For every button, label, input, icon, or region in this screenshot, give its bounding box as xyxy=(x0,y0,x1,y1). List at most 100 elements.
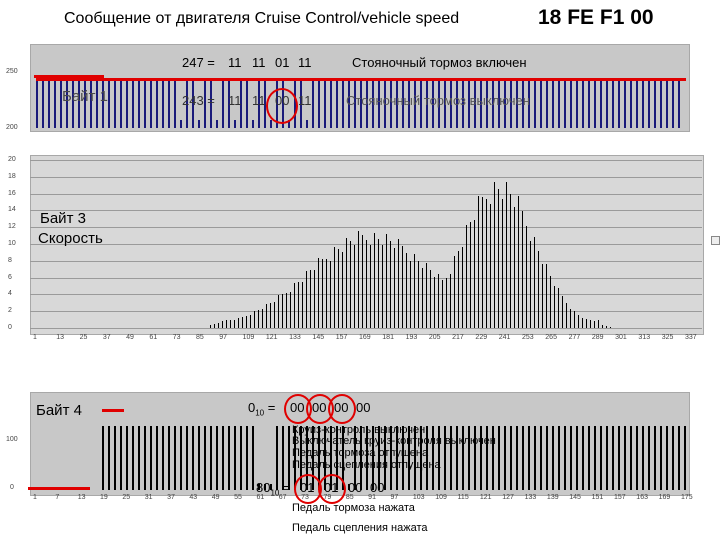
byte4-bar xyxy=(318,426,320,490)
byte3-bar xyxy=(314,270,315,328)
byte3-ytick: 10 xyxy=(8,240,16,247)
byte1-line2-prefix: 243 = xyxy=(182,93,215,108)
byte3-bar xyxy=(546,264,547,328)
byte1-bar xyxy=(144,80,146,128)
byte4-xtick: 133 xyxy=(524,494,537,501)
byte3-bar xyxy=(402,246,403,328)
byte3-bar xyxy=(246,315,247,328)
byte1-ytick: 250 xyxy=(6,68,18,75)
byte1-bar xyxy=(216,120,218,128)
byte3-xtick: 181 xyxy=(382,334,394,341)
byte4-bar xyxy=(240,426,242,490)
byte3-bar xyxy=(366,240,367,328)
byte4-xtick: 115 xyxy=(457,494,469,501)
byte3-bar xyxy=(498,189,499,328)
byte3-bar xyxy=(478,196,479,328)
byte1-bar xyxy=(270,120,272,128)
byte3-bar xyxy=(550,275,551,328)
byte1-bar xyxy=(228,80,230,128)
byte3-bar xyxy=(486,199,487,328)
byte4-bar xyxy=(234,426,236,490)
byte1-bar xyxy=(552,80,554,128)
byte4-bar xyxy=(684,426,686,490)
byte4-bar xyxy=(666,426,668,490)
byte3-bar xyxy=(230,320,231,328)
byte3-bar xyxy=(218,323,219,328)
byte4-bar xyxy=(348,484,350,490)
byte1-bar xyxy=(198,120,200,128)
byte3-bar xyxy=(554,286,555,328)
byte3-bar xyxy=(606,326,607,328)
byte1-bar xyxy=(324,80,326,128)
byte4-bar xyxy=(282,426,284,490)
byte1-bar xyxy=(258,80,260,128)
byte3-bar xyxy=(558,287,559,328)
byte1-bar xyxy=(234,120,236,128)
byte3-bar xyxy=(370,245,371,328)
byte3-bar xyxy=(222,320,223,328)
byte4-bar xyxy=(264,484,266,490)
byte3-bar xyxy=(442,280,443,328)
legend-swatch xyxy=(711,236,720,245)
byte3-xtick: 289 xyxy=(591,334,604,341)
byte3-bar xyxy=(326,259,327,328)
byte3-xtick: 241 xyxy=(498,334,511,341)
byte3-bar xyxy=(474,220,475,328)
byte1-bar xyxy=(156,80,158,128)
byte1-bar xyxy=(186,80,188,128)
byte1-bar xyxy=(300,80,302,128)
byte3-bar xyxy=(566,303,567,328)
byte4-bar xyxy=(384,426,386,490)
byte1-bar xyxy=(468,80,470,128)
byte3-bar xyxy=(242,316,243,328)
byte4-bar xyxy=(102,426,104,490)
byte4-upper-value: 010 = xyxy=(248,400,275,418)
byte1-line1-byte: 01 xyxy=(275,55,290,70)
byte1-bar xyxy=(444,80,446,128)
byte3-bar xyxy=(374,232,375,328)
byte1-bar xyxy=(240,80,242,128)
byte4-bar xyxy=(606,426,608,490)
byte3-bar xyxy=(434,277,435,328)
byte1-bar xyxy=(420,80,422,128)
byte1-bar xyxy=(90,80,92,128)
byte4-bar xyxy=(210,426,212,490)
byte3-bar xyxy=(214,323,215,328)
byte3-xtick: 205 xyxy=(428,334,441,341)
byte4-bar xyxy=(540,426,542,490)
byte3-bar xyxy=(290,291,291,328)
byte1-bar xyxy=(384,80,386,128)
byte4-bar xyxy=(336,426,338,490)
byte1-bar xyxy=(426,80,428,128)
byte1-bar xyxy=(408,80,410,128)
byte4-xtick: 1 xyxy=(33,494,37,501)
byte4-bar xyxy=(552,426,554,490)
byte1-bar xyxy=(576,80,578,128)
byte3-bar xyxy=(302,281,303,328)
byte3-bar xyxy=(306,270,307,328)
byte1-bar xyxy=(66,80,68,128)
byte3-bar xyxy=(610,326,611,328)
byte3-bar xyxy=(278,294,279,328)
byte4-xtick: 55 xyxy=(234,494,242,501)
byte1-bar xyxy=(594,80,596,128)
byte1-bar xyxy=(312,80,314,128)
byte4-bar xyxy=(480,426,482,490)
byte1-bar xyxy=(150,80,152,128)
byte1-bar xyxy=(558,80,560,128)
byte1-bit-highlight xyxy=(266,88,298,124)
byte4-bar xyxy=(414,426,416,490)
byte4-bar xyxy=(522,426,524,490)
byte4-bar xyxy=(216,426,218,490)
byte3-xtick: 253 xyxy=(522,334,534,341)
byte1-marker xyxy=(34,75,104,78)
byte4-bar xyxy=(330,426,332,490)
byte4-bar xyxy=(192,426,194,490)
byte3-ytick: 12 xyxy=(8,223,16,231)
byte1-bar xyxy=(630,80,632,128)
byte4-bar xyxy=(450,426,452,490)
byte1-ytick: 200 xyxy=(6,124,18,131)
byte4-xtick: 91 xyxy=(368,494,376,501)
byte1-bar xyxy=(660,80,662,128)
byte3-bar xyxy=(586,319,587,328)
